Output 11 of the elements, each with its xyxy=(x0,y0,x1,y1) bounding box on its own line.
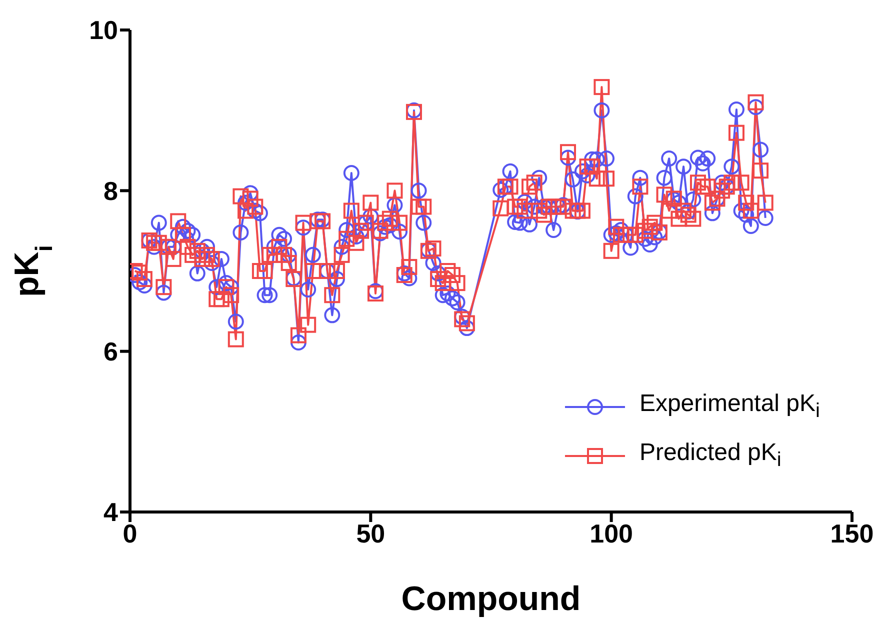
x-tick-label: 100 xyxy=(590,518,634,548)
y-tick-label: 8 xyxy=(104,176,118,206)
legend-label: Experimental pK$_{i}$ xyxy=(639,390,820,424)
x-tick-label: 50 xyxy=(356,518,386,548)
y-tick-label: 6 xyxy=(104,336,118,367)
x-tick-label: 0 xyxy=(122,518,138,548)
x-tick-label: 150 xyxy=(830,518,874,548)
y-tick-label: 10 xyxy=(89,15,118,46)
legend-label: Predicted pK$_{i}$ xyxy=(639,439,782,472)
y-tick-label: 4 xyxy=(104,497,119,528)
x-axis-title: Compound xyxy=(401,580,581,618)
